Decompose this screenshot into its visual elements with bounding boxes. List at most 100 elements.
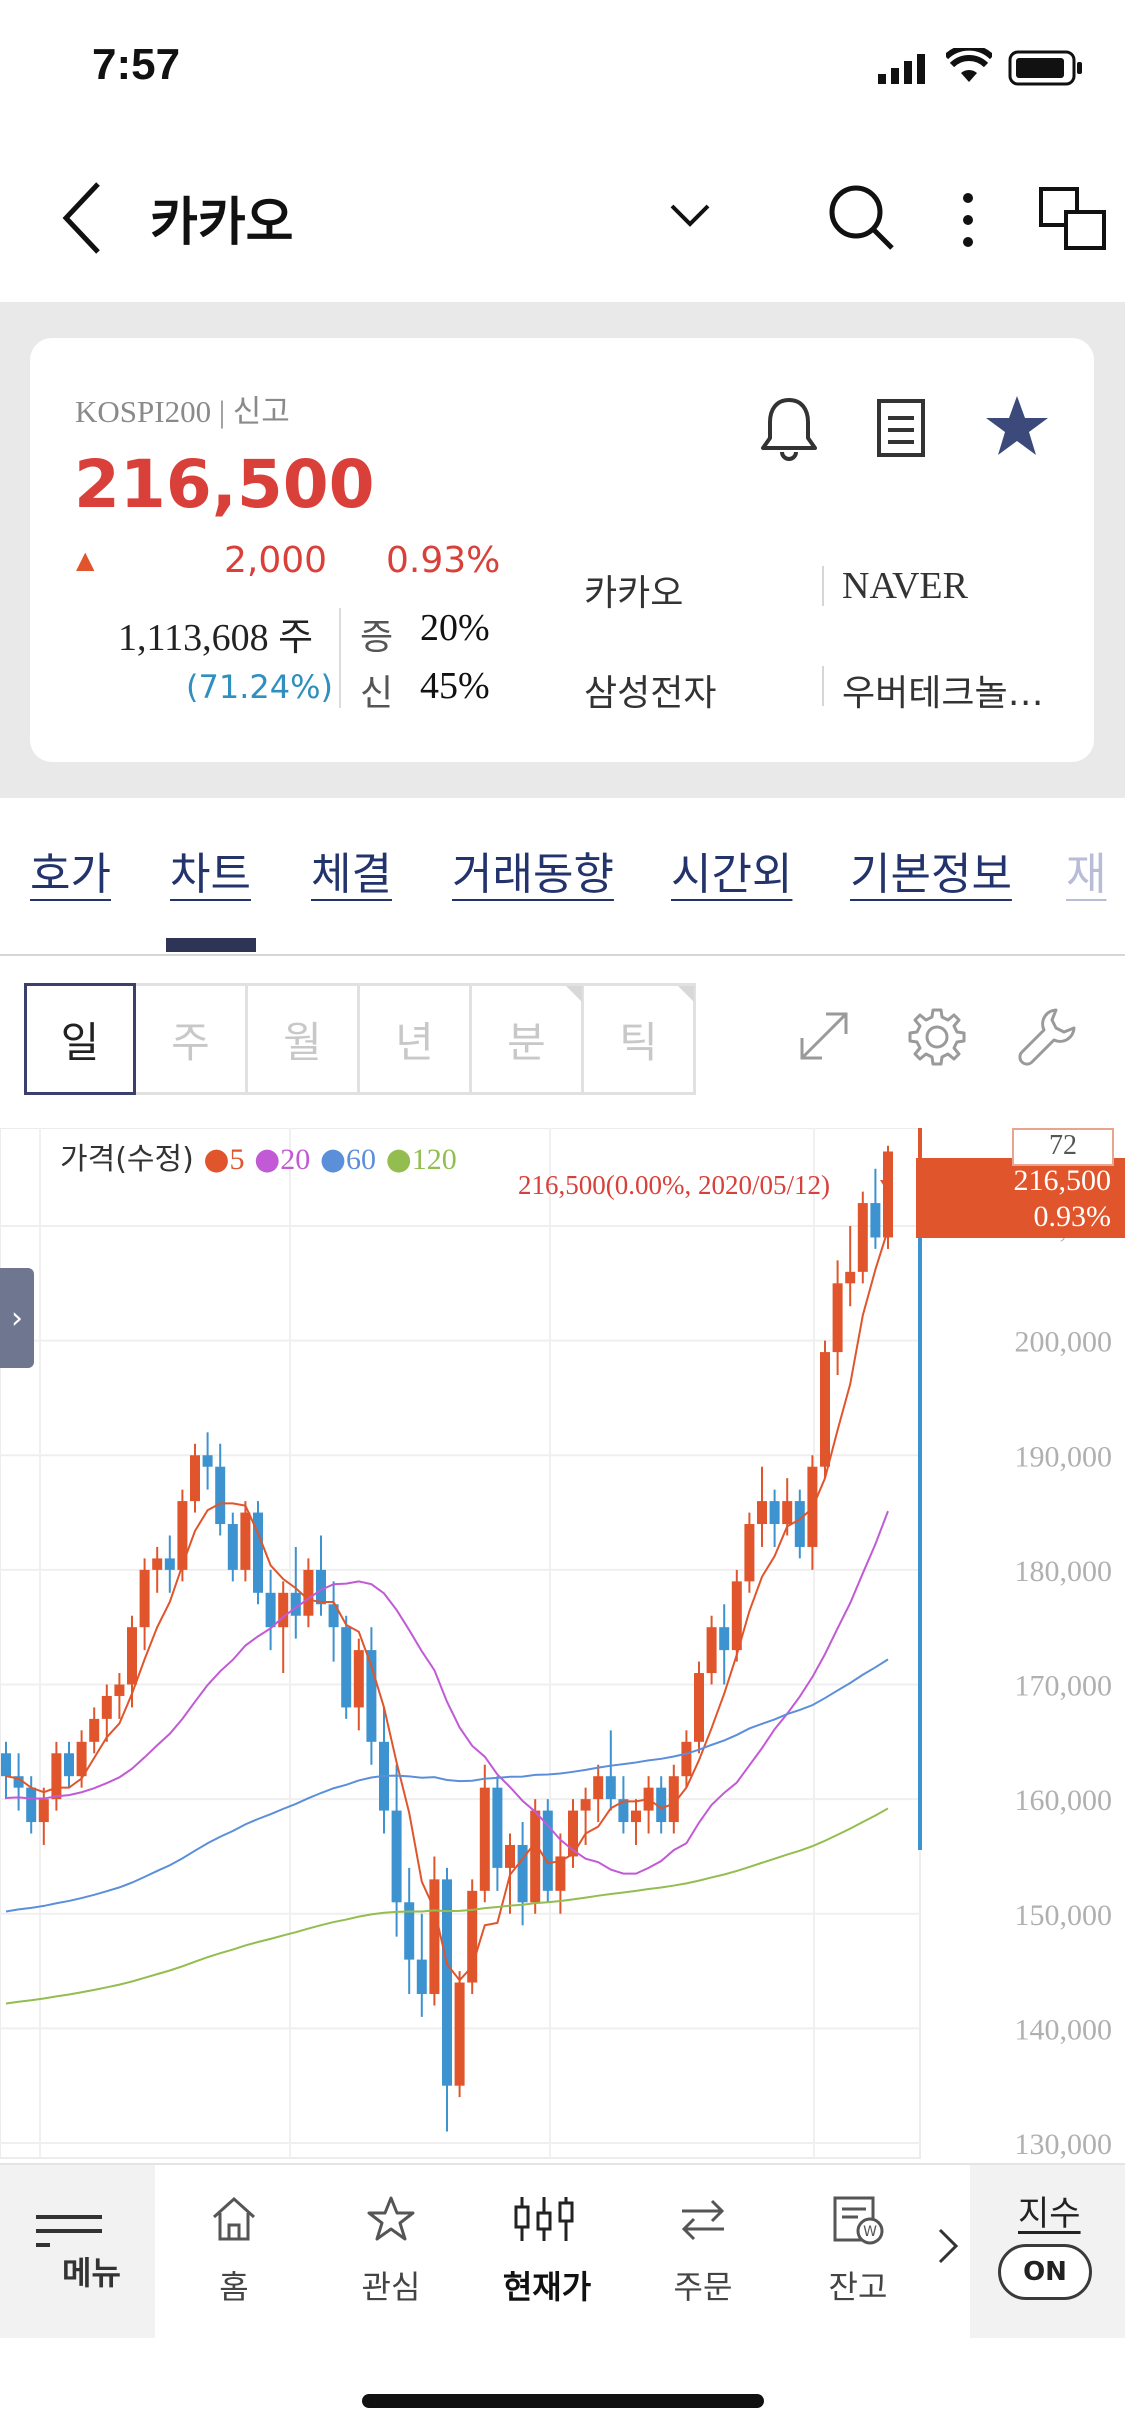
scale-bar-lower [918, 1220, 922, 1850]
candle-body [177, 1501, 188, 1570]
home-icon [210, 2195, 258, 2247]
candle-body [568, 1810, 578, 1857]
back-icon[interactable] [58, 178, 108, 262]
tab-orderbook[interactable]: 호가 [30, 849, 111, 900]
candle-body [542, 1810, 553, 1891]
tab-basic-info[interactable]: 기본정보 [850, 849, 1012, 900]
period-day-button[interactable]: 일 [24, 983, 136, 1095]
candle-body [253, 1512, 263, 1593]
candle-body [820, 1352, 830, 1467]
period-week-button[interactable]: 주 [136, 983, 248, 1095]
credit-label: 신 [360, 673, 394, 714]
status-time: 7:57 [92, 40, 181, 89]
tab-trades[interactable]: 체결 [311, 849, 392, 900]
memo-icon[interactable] [876, 398, 926, 462]
stock-name-title[interactable]: 카카오 [150, 193, 294, 253]
candle-body [265, 1592, 276, 1628]
candle-body [227, 1524, 238, 1570]
nav-watchlist[interactable]: 관심 [361, 2268, 421, 2306]
candlestick-chart[interactable]: 210,000200,000190,000180,000170,000160,0… [0, 1127, 1125, 2163]
screen-switch-icon[interactable] [1038, 186, 1108, 256]
settings-gear-icon[interactable] [906, 1006, 968, 1072]
period-year-button[interactable]: 년 [360, 983, 472, 1095]
legend-ma120-dot: ● [385, 1142, 412, 1177]
candle-body [706, 1627, 717, 1674]
candle-body [479, 1787, 490, 1891]
up-arrow-icon: ▲ [76, 546, 95, 574]
legend-ma20-dot: ● [254, 1142, 281, 1177]
tab-chart[interactable]: 차트 [170, 849, 251, 900]
chevron-down-icon[interactable] [668, 200, 712, 234]
favorite-star-icon[interactable] [984, 394, 1050, 462]
y-axis-tick-label: 170,000 [1015, 1670, 1113, 1703]
bottom-navigation [0, 2163, 1125, 2340]
y-axis-tick-label: 200,000 [1015, 1326, 1113, 1359]
candle-body [51, 1753, 62, 1800]
candle-body [101, 1695, 112, 1719]
related-stock-1[interactable]: 카카오 [584, 573, 684, 614]
candle-body [139, 1569, 150, 1628]
hamburger-icon [36, 2214, 106, 2252]
active-tab-indicator [166, 938, 256, 952]
ma60-line [5, 1658, 889, 1913]
chevron-right-icon[interactable] [936, 2226, 960, 2270]
credit-rate: 45% [420, 665, 490, 707]
trade-volume: 1,113,608 주 [118, 617, 314, 659]
menu-button[interactable] [0, 2165, 155, 2338]
legend-ma5-dot: ● [203, 1142, 230, 1177]
candle-body [454, 1982, 465, 2086]
signal-icon [878, 54, 930, 88]
legend-ma120: 120 [411, 1143, 457, 1176]
index-toggle[interactable]: ON [998, 2244, 1092, 2300]
ma120-line [5, 1807, 889, 2005]
candle-body [341, 1627, 352, 1708]
y-axis-tick-label: 150,000 [1015, 1899, 1113, 1932]
tab-trading-trend[interactable]: 거래동향 [452, 849, 614, 900]
quote-card [30, 338, 1094, 762]
volume-ratio: (71.24%) [186, 668, 333, 706]
tab-bar [0, 798, 1125, 956]
nav-home[interactable]: 홈 [219, 2268, 249, 2306]
candle-body [404, 1902, 415, 1960]
current-price-label-value: 216,500 [1013, 1164, 1112, 1197]
period-tick-button[interactable]: 틱 [584, 983, 696, 1095]
candle-body [38, 1799, 49, 1823]
period-month-button[interactable]: 월 [248, 983, 360, 1095]
expand-icon[interactable] [794, 1006, 854, 1070]
more-vertical-icon[interactable] [958, 190, 978, 254]
candle-body [303, 1569, 314, 1616]
nav-balance[interactable]: 잔고 [828, 2268, 888, 2306]
price-change: 2,000 [224, 540, 328, 581]
related-stock-4[interactable]: 우버테크놀… [842, 673, 1044, 714]
menu-label: 메뉴 [62, 2254, 121, 2292]
star-icon [366, 2195, 416, 2247]
nav-order[interactable]: 주문 [673, 2268, 733, 2306]
related-stock-2[interactable]: NAVER [842, 565, 968, 607]
candle-body [517, 1844, 528, 1903]
tab-after-hours[interactable]: 시간외 [671, 849, 793, 900]
candle-body [76, 1741, 87, 1777]
tab-financials[interactable]: 재 [1066, 849, 1107, 900]
candle-body [290, 1592, 301, 1616]
period-minute-button[interactable]: 분 [472, 983, 584, 1095]
chart-side-handle[interactable]: › [0, 1268, 34, 1368]
legend-ma60-dot: ● [319, 1142, 347, 1177]
related-stock-3[interactable]: 삼성전자 [584, 673, 717, 714]
market-tag: KOSPI200 | 신고 [75, 394, 290, 429]
nav-current-price[interactable]: 현재가 [502, 2268, 592, 2306]
candle-body [114, 1684, 125, 1696]
chart-canvas[interactable]: 210,000200,000190,000180,000170,000160,0… [0, 1127, 1125, 2163]
candle-body [782, 1501, 793, 1525]
y-axis-tick-label: 190,000 [1015, 1440, 1113, 1473]
candle-body [593, 1776, 604, 1800]
candle-body [832, 1283, 843, 1353]
search-icon[interactable] [826, 182, 898, 258]
wrench-icon[interactable] [1016, 1004, 1080, 1072]
bell-icon[interactable] [758, 394, 820, 466]
home-indicator [362, 2394, 764, 2408]
candle-body [366, 1650, 377, 1742]
y-axis-tick-label: 140,000 [1015, 2013, 1113, 2046]
candle-body [442, 1879, 452, 2086]
chart-legend: 가격(수정) ●5 ●20 ●60 ●120 [60, 1134, 457, 1178]
corner-mark [678, 986, 694, 1002]
